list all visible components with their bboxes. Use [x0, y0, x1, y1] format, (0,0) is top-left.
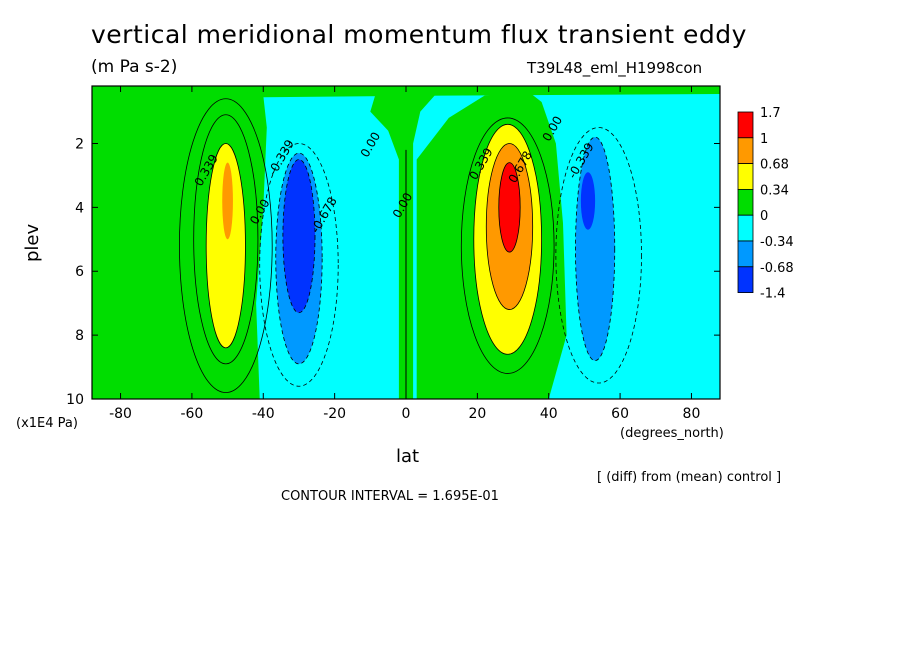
- y-tick-label: 2: [75, 136, 84, 152]
- contour-lines: [179, 98, 642, 399]
- colorbar-label: -0.34: [760, 235, 794, 250]
- contour-sh-neg-outer: [259, 143, 339, 387]
- sh-blue-core: [282, 159, 316, 313]
- y-axis: 2 4 6 8 10: [66, 136, 720, 408]
- y-tick-label: 4: [75, 200, 84, 216]
- colorbar-label: -0.68: [760, 261, 794, 276]
- contour-nh-0678: [485, 143, 534, 310]
- x-tick-label: -40: [252, 406, 275, 422]
- y-tick-label: 10: [66, 392, 84, 408]
- contour-nh-outer: [460, 117, 555, 374]
- green-strip-top: [227, 86, 720, 98]
- x-tick-label: 0: [402, 406, 411, 422]
- x-tick-label: 60: [611, 406, 629, 422]
- colorbar-swatch: [737, 163, 754, 190]
- x-axis-unit: (degrees_north): [620, 426, 724, 441]
- colorbar-label: 1: [760, 132, 768, 147]
- contour-sh-mid: [193, 114, 259, 365]
- x-tick-label: 40: [540, 406, 558, 422]
- x-tick-label: -60: [180, 406, 203, 422]
- y-tick-label: 6: [75, 264, 84, 280]
- contour-nh-0339: [473, 123, 542, 355]
- nh-blue-core: [580, 172, 596, 230]
- contour-nh-neg-outer: [555, 127, 642, 384]
- contour-nh-neg-0339: [575, 136, 616, 362]
- experiment-label: T39L48_eml_H1998con: [527, 59, 703, 77]
- colorbar-label: 0.68: [760, 158, 789, 173]
- sh-orange-core: [222, 162, 233, 240]
- colorbar-label: 0.34: [760, 183, 789, 198]
- contour-sh-neg-0339: [275, 152, 323, 365]
- x-tick-label: -20: [323, 406, 346, 422]
- contour-sh-0339: [205, 143, 246, 349]
- units-label: (m Pa s-2): [91, 57, 178, 77]
- x-tick-label: 80: [683, 406, 701, 422]
- x-tick-label: -80: [109, 406, 132, 422]
- contour-nh-1: [498, 162, 521, 253]
- contour-interval: CONTOUR INTERVAL = 1.695E-01: [281, 489, 499, 504]
- colorbar-swatch: [737, 214, 754, 242]
- colorbar-swatch: [737, 137, 754, 165]
- colorbar-swatch: [737, 266, 754, 293]
- sh-yellow-lobe: [206, 143, 246, 348]
- colorbar-label: 1.7: [760, 106, 781, 121]
- x-axis-label: lat: [396, 446, 420, 467]
- nh-red-core: [498, 162, 521, 253]
- colorbar-label: -1.4: [760, 287, 785, 302]
- x-axis: -80 -60 -40 -20 0 20 40 60 80: [109, 86, 700, 422]
- colorbar-swatch: [737, 111, 754, 139]
- colorbar-swatch: [737, 188, 754, 216]
- contour-sh-outer: [179, 98, 273, 394]
- chart-title: vertical meridional momentum flux transi…: [91, 20, 747, 49]
- x-tick-label: 20: [468, 406, 486, 422]
- colorbar-label: 0: [760, 209, 768, 224]
- colorbar-swatch: [737, 240, 754, 268]
- diff-note: [ (diff) from (mean) control ]: [597, 470, 782, 485]
- y-tick-label: 8: [75, 328, 84, 344]
- y-axis-unit: (x1E4 Pa): [16, 416, 78, 431]
- contour-sh-neg-0678: [282, 159, 316, 314]
